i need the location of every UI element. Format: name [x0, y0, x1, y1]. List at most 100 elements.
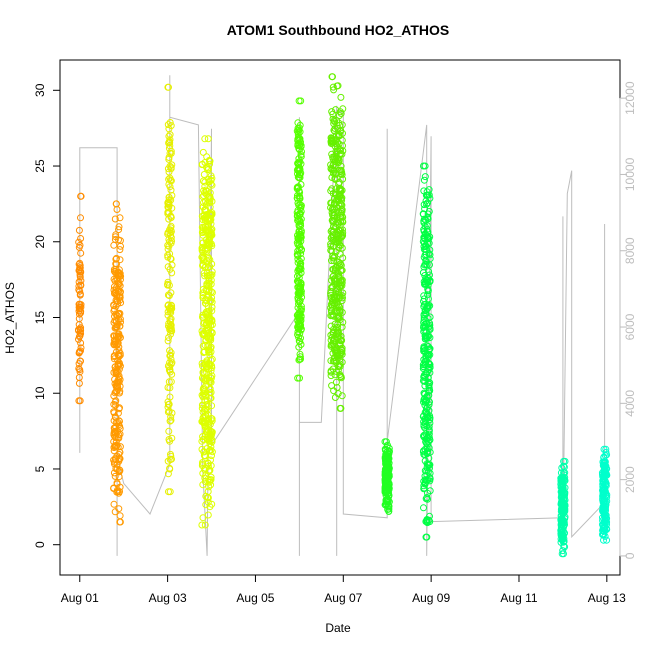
data-point	[202, 492, 210, 500]
data-point	[200, 171, 208, 178]
data-point	[422, 533, 430, 541]
data-point	[206, 193, 214, 201]
data-point	[166, 352, 174, 360]
data-point	[207, 328, 215, 336]
data-point	[421, 309, 429, 317]
point-cluster	[381, 438, 393, 515]
data-point	[599, 462, 607, 469]
data-point	[422, 405, 430, 413]
data-point	[424, 440, 432, 448]
point-cluster	[164, 83, 176, 496]
data-point	[167, 214, 175, 222]
data-point	[336, 185, 344, 193]
data-point	[336, 242, 344, 249]
data-point	[327, 161, 335, 169]
data-point	[338, 323, 346, 331]
data-point	[164, 121, 172, 129]
data-point	[77, 357, 84, 365]
data-point	[205, 307, 213, 315]
data-point	[426, 364, 434, 372]
data-point	[337, 218, 344, 226]
y2-tick-label: 4000	[623, 390, 637, 417]
data-point	[385, 484, 393, 492]
data-point	[166, 315, 174, 323]
data-point	[165, 281, 173, 289]
data-point	[421, 173, 429, 181]
data-point	[203, 445, 211, 453]
data-point	[204, 253, 212, 261]
data-point	[420, 201, 428, 209]
data-point	[76, 290, 84, 298]
data-point	[201, 319, 209, 327]
data-point	[426, 487, 434, 495]
data-point	[295, 167, 303, 175]
data-point	[208, 448, 216, 456]
data-point	[421, 205, 429, 213]
data-point	[329, 206, 337, 214]
data-point	[559, 505, 566, 513]
data-point	[166, 142, 174, 150]
data-point	[206, 466, 214, 474]
data-point	[164, 470, 172, 478]
point-cluster	[75, 192, 85, 405]
data-point	[168, 269, 176, 277]
data-point	[113, 480, 121, 488]
data-point	[115, 378, 123, 386]
data-point	[167, 452, 175, 460]
data-point	[338, 121, 346, 129]
y2-tick-label: 2000	[623, 466, 637, 493]
data-point	[116, 246, 124, 254]
data-point	[111, 341, 119, 349]
data-point	[207, 367, 215, 375]
data-point	[334, 366, 342, 374]
data-point	[166, 347, 174, 355]
data-point	[560, 462, 567, 470]
data-point	[296, 171, 304, 179]
data-point	[334, 195, 342, 203]
data-point	[334, 147, 342, 155]
data-point	[167, 355, 175, 363]
data-point	[199, 469, 207, 477]
data-point	[557, 488, 565, 496]
point-cluster	[557, 457, 569, 558]
data-point	[165, 193, 173, 201]
data-point	[110, 460, 118, 468]
data-point	[330, 223, 337, 231]
data-point	[116, 349, 124, 357]
data-point	[424, 285, 432, 293]
data-point	[115, 226, 123, 234]
data-point	[76, 241, 84, 249]
y-tick-label: 20	[33, 235, 47, 249]
data-point	[335, 112, 343, 120]
data-point	[426, 302, 434, 310]
data-point	[336, 316, 344, 324]
data-point	[426, 436, 434, 444]
data-point	[112, 255, 120, 263]
data-point	[165, 366, 173, 374]
data-point	[558, 492, 566, 500]
x-axis: Aug 01 Aug 03 Aug 05 Aug 07 Aug 09 Aug 11 Aug …	[61, 574, 626, 605]
data-point	[426, 461, 434, 469]
data-point	[112, 200, 120, 208]
data-point	[382, 465, 390, 473]
data-point	[164, 245, 172, 253]
data-point	[603, 536, 611, 544]
data-point	[75, 278, 83, 286]
data-point	[327, 242, 335, 250]
data-point	[426, 512, 433, 520]
point-cluster	[110, 200, 125, 526]
data-point	[167, 413, 175, 421]
data-point	[198, 401, 206, 409]
data-point	[423, 319, 431, 327]
data-point	[208, 181, 216, 189]
data-point	[114, 351, 122, 359]
data-point	[113, 254, 120, 262]
data-point	[295, 266, 303, 274]
data-point	[199, 254, 207, 262]
data-point	[328, 199, 336, 207]
data-point	[111, 413, 119, 421]
data-point	[167, 349, 175, 357]
data-point	[116, 256, 124, 264]
data-point	[201, 370, 209, 378]
